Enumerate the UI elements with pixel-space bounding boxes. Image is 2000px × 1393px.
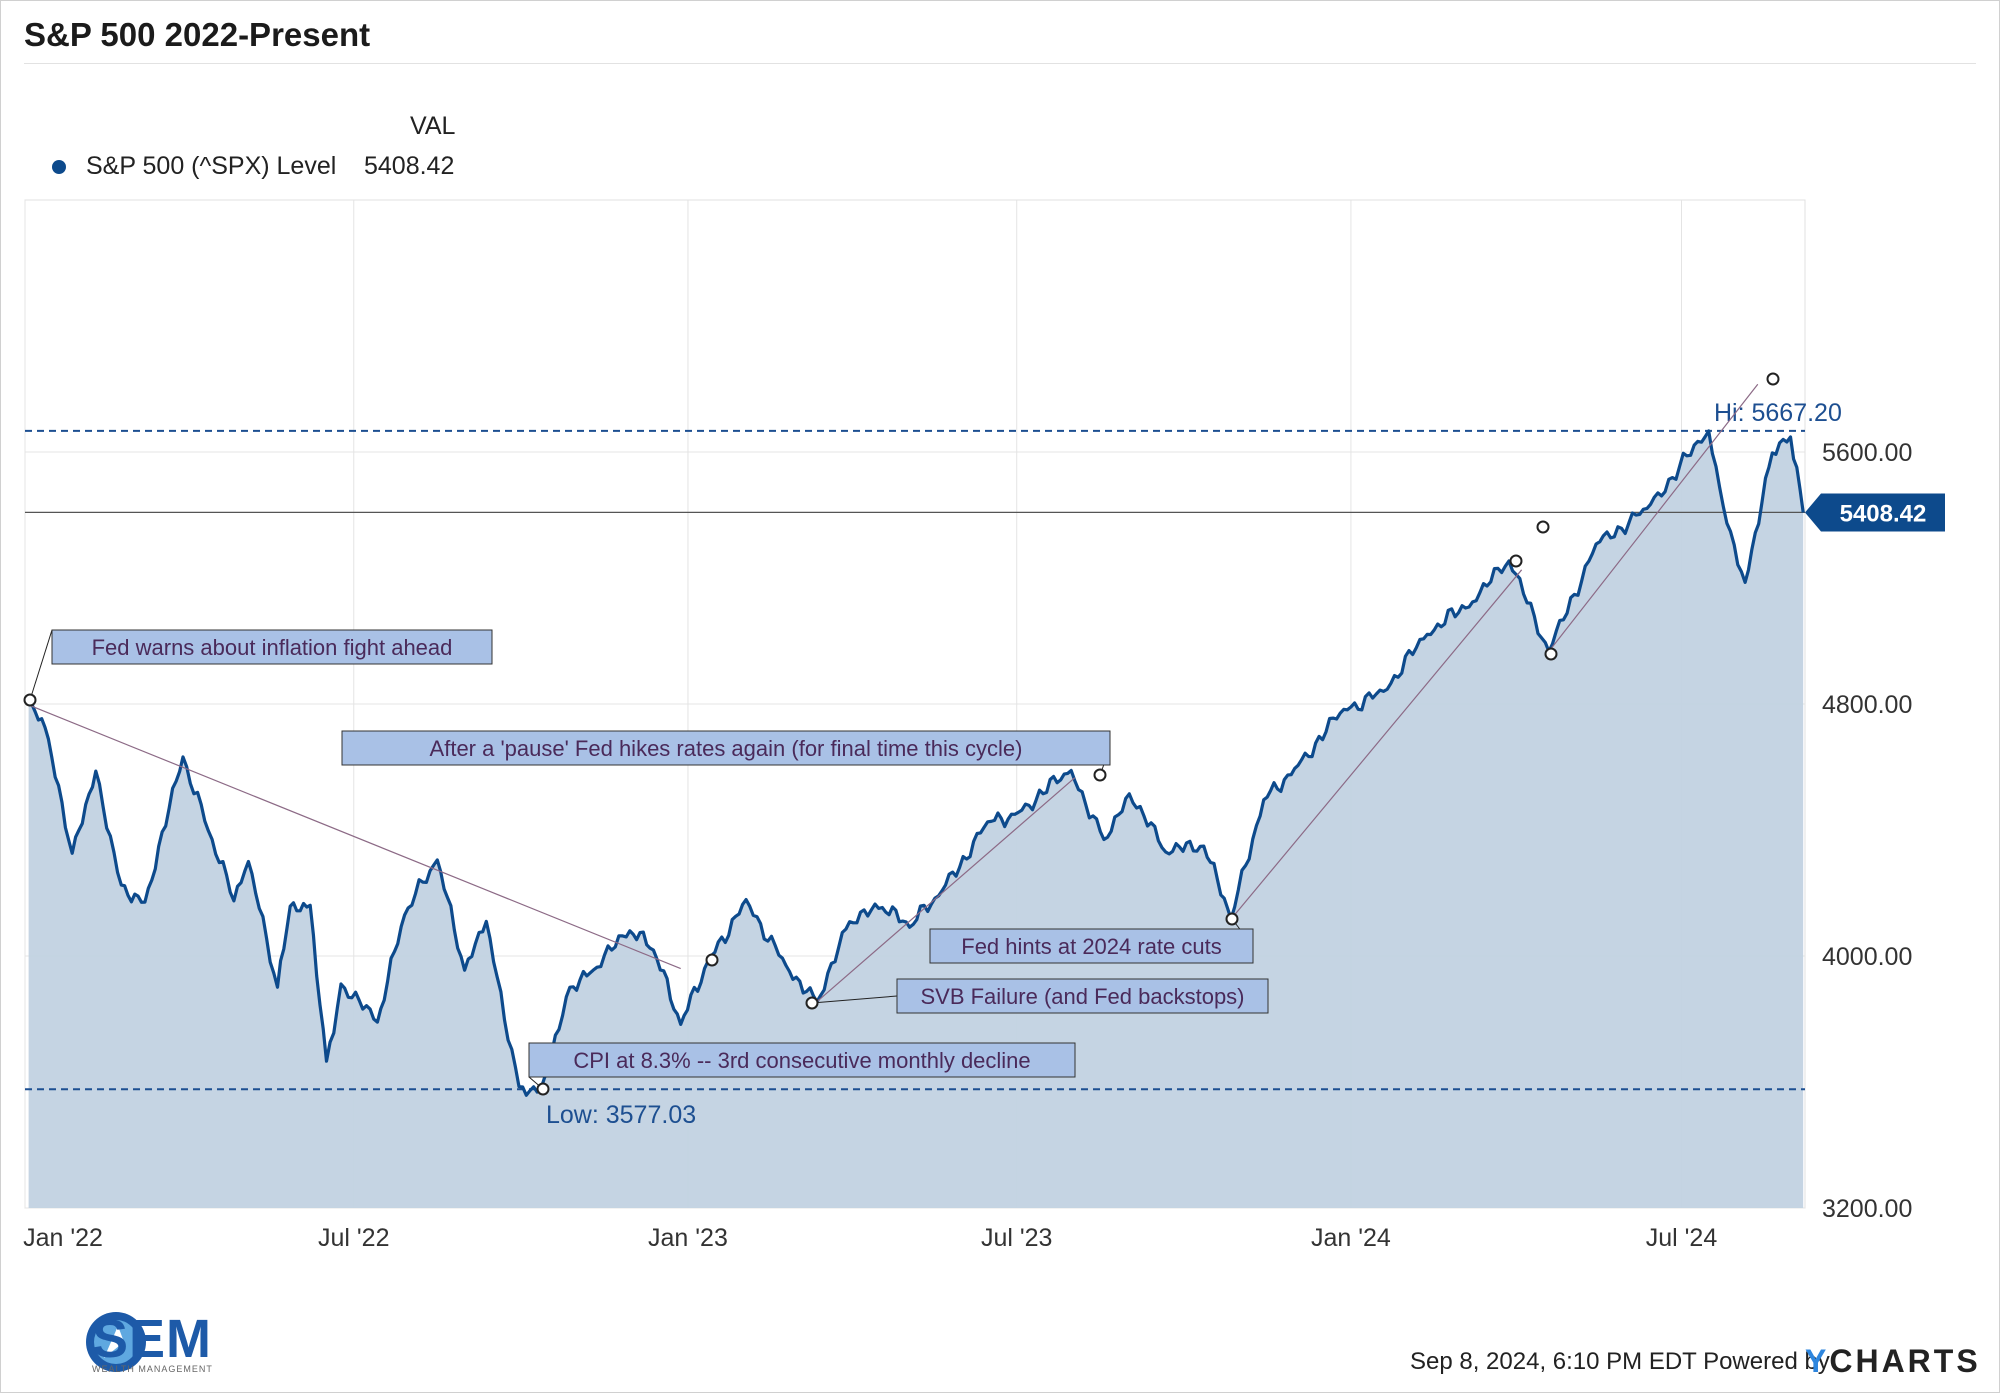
legend-series[interactable]: S&P 500 (^SPX) Level	[52, 152, 336, 181]
x-tick-label: Jan '22	[23, 1224, 103, 1252]
logo-name: SEM	[92, 1309, 213, 1369]
annotation-anchor-marker	[1093, 768, 1107, 782]
annotation-callout-text: Fed hints at 2024 rate cuts	[961, 934, 1222, 959]
annotation-anchor-marker	[805, 996, 819, 1010]
footer-timestamp: Sep 8, 2024, 6:10 PM EDT Powered by	[1410, 1348, 1830, 1375]
annotation-callout-box	[528, 1042, 1076, 1078]
ycharts-brand[interactable]: YCHARTS	[1805, 1343, 1981, 1380]
logo-subtitle: WEALTH MANAGEMENT	[92, 1364, 213, 1374]
high-label: Hi: 5667.20	[1714, 399, 1842, 427]
callout-leader	[29, 629, 53, 701]
x-tick-label: Jul '24	[1646, 1224, 1718, 1252]
x-tick-label: Jan '24	[1311, 1224, 1391, 1252]
last-value-badge	[1805, 493, 1945, 532]
legend-column-header: VAL	[410, 112, 456, 140]
annotation-callout-box	[896, 978, 1269, 1014]
annotation-callout-text: After a 'pause' Fed hikes rates again (f…	[430, 736, 1023, 761]
trend-line	[816, 777, 1076, 1003]
annotation-anchor-marker	[1544, 647, 1558, 661]
annotation-anchor-marker	[1509, 554, 1523, 568]
page-title: S&P 500 2022-Present	[24, 16, 371, 53]
x-tick-label: Jan '23	[648, 1224, 728, 1252]
ycharts-brand-rest: CHARTS	[1829, 1343, 1981, 1379]
x-tick-label: Jul '22	[318, 1224, 389, 1252]
annotation-anchor-marker	[1766, 372, 1780, 386]
trend-line	[1548, 383, 1759, 652]
annotation-anchor-marker	[1536, 520, 1550, 534]
annotation-anchor-marker	[705, 953, 719, 967]
series-area	[28, 430, 1804, 1208]
annotation-anchor-marker	[23, 693, 37, 707]
annotation-callout-box	[341, 730, 1111, 766]
y-tick-label: 4800.00	[1822, 691, 1912, 719]
y-tick-label: 4000.00	[1822, 943, 1912, 971]
annotation-callout-box	[929, 928, 1254, 964]
chart-canvas[interactable]: Jan '22 Jul '22 Jan '23 Jul '23 Jan '24 Jul '…	[0, 0, 2000, 1300]
legend-dot-icon	[52, 160, 66, 175]
trend-line	[28, 704, 681, 970]
x-tick-label: Jul '23	[981, 1224, 1052, 1252]
y-tick-label: 3200.00	[1822, 1195, 1912, 1223]
annotation-callout-text: CPI at 8.3% -- 3rd consecutive monthly d…	[573, 1048, 1030, 1073]
low-label: Low: 3577.03	[546, 1101, 696, 1129]
last-value-badge-text: 5408.42	[1840, 500, 1927, 527]
annotation-callout-text: SVB Failure (and Fed backstops)	[920, 984, 1244, 1009]
legend-series-value: 5408.42	[364, 152, 455, 180]
legend-series-label: S&P 500 (^SPX) Level	[86, 152, 337, 180]
series-line	[28, 429, 1805, 1097]
annotation-callout-box	[51, 629, 493, 665]
ycharts-brand-y: Y	[1805, 1343, 1830, 1379]
sem-globe-logo-icon	[86, 1312, 146, 1372]
title-divider	[24, 63, 1976, 64]
annotation-anchor-marker	[536, 1082, 550, 1096]
trend-line	[1230, 569, 1523, 920]
callout-leader	[811, 995, 898, 1004]
y-tick-label: 5600.00	[1822, 439, 1912, 467]
annotation-anchor-marker	[1225, 912, 1239, 926]
annotation-callout-text: Fed warns about inflation fight ahead	[92, 635, 453, 660]
